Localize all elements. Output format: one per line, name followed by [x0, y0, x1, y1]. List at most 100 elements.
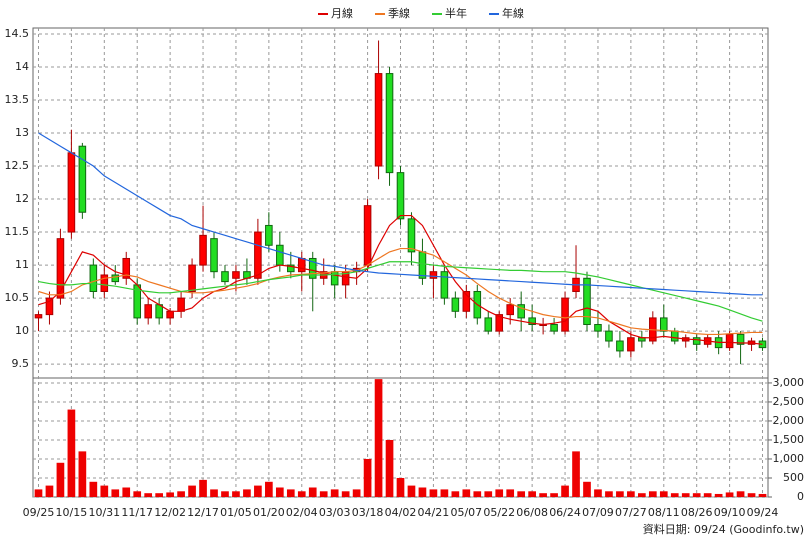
candle-body [122, 257, 131, 279]
x-tick-label: 05/22 [483, 506, 515, 519]
volume-bar [528, 491, 536, 497]
volume-bar [484, 491, 493, 497]
x-tick-label: 10/31 [88, 506, 120, 519]
candle-body [736, 333, 745, 345]
candle-body [627, 337, 635, 352]
volume-bar [352, 489, 361, 497]
volume-bar [308, 487, 317, 497]
x-tick-label: 05/07 [450, 506, 482, 519]
x-tick-label: 08/26 [681, 506, 713, 519]
candle-body [100, 274, 109, 292]
x-tick-label: 11/17 [121, 506, 153, 519]
x-tick-label: 03/18 [352, 506, 384, 519]
candle-body [56, 238, 65, 299]
candle-body [67, 152, 76, 233]
candle-body [89, 264, 98, 292]
x-tick-label: 12/17 [187, 506, 219, 519]
ma-line [38, 132, 763, 296]
volume-bar [243, 489, 251, 497]
volume-bar [155, 493, 163, 497]
x-tick-label: 04/21 [418, 506, 450, 519]
candle-body [561, 297, 569, 332]
y2-tick-label: 1,000 [773, 452, 805, 465]
y-tick-label: 12.5 [5, 159, 30, 172]
x-tick-label: 03/03 [319, 506, 351, 519]
y-tick-label: 12 [15, 192, 29, 205]
y2-tick-label: 2,000 [773, 414, 805, 427]
candle-body [418, 251, 427, 279]
candle-body [385, 73, 394, 174]
candle-body [659, 317, 668, 332]
candle-body [177, 297, 185, 312]
volume-bar [561, 485, 569, 497]
ma-line [38, 261, 763, 322]
candle-body [484, 317, 493, 332]
y2-tick-label: 2,500 [773, 395, 805, 408]
volume-bar [89, 481, 98, 497]
legend-label: 季線 [388, 6, 410, 20]
candle-body [297, 257, 306, 273]
x-tick-label: 07/27 [615, 506, 647, 519]
volume-bar [341, 491, 350, 497]
candle-body [407, 218, 416, 253]
candle-body [287, 264, 295, 273]
volume-bar [670, 493, 679, 497]
y-tick-label: 9.5 [12, 357, 30, 370]
volume-bar [363, 458, 372, 497]
x-tick-label: 09/24 [747, 506, 779, 519]
volume-bar [122, 487, 131, 497]
volume-bar [133, 491, 142, 497]
x-tick-label: 01/05 [220, 506, 252, 519]
candle-body [144, 304, 152, 319]
volume-bar [638, 493, 646, 497]
volume-bar [758, 493, 767, 497]
candle-body [616, 340, 624, 352]
candle-body [199, 234, 207, 266]
candle-body [34, 314, 43, 319]
y-tick-label: 11.5 [5, 225, 30, 238]
volume-bar [67, 409, 76, 497]
legend-label: 半年 [445, 6, 467, 20]
volume-bar [286, 489, 295, 497]
volume-bar [451, 491, 460, 497]
x-tick-label: 09/10 [714, 506, 746, 519]
ma-line [38, 247, 763, 336]
candle-body [594, 324, 602, 332]
candle-body [583, 277, 591, 326]
x-tick-label: 07/09 [582, 506, 614, 519]
volume-bar [692, 493, 701, 497]
y-tick-label: 13 [15, 126, 29, 139]
candle-body [45, 297, 54, 316]
x-tick-label: 02/04 [286, 506, 318, 519]
volume-bar [495, 489, 504, 497]
volume-bar [330, 489, 339, 497]
volume-bar [374, 379, 383, 497]
volume-bar [265, 481, 273, 497]
candle-body [605, 330, 613, 342]
volume-bar [100, 485, 109, 497]
volume-bar [517, 491, 526, 497]
volume-bar [462, 489, 471, 497]
candle-body [166, 310, 174, 319]
volume-bar [648, 491, 657, 497]
volume-bar [703, 493, 712, 497]
candle-body [670, 330, 679, 342]
volume-bar [616, 491, 624, 497]
volume-bar [199, 479, 207, 497]
y-tick-label: 13.5 [5, 93, 30, 106]
candle-body [232, 271, 240, 279]
y2-tick-label: 0 [797, 490, 804, 503]
volume-bar [34, 489, 43, 497]
volume-bar [736, 491, 745, 497]
candle-body [451, 297, 460, 312]
volume-bar [221, 491, 229, 497]
volume-bar [385, 439, 394, 497]
candle-body [692, 337, 701, 345]
ma-line [38, 214, 763, 345]
candle-body [528, 317, 536, 326]
candle-body [462, 290, 471, 312]
x-tick-label: 01/20 [253, 506, 285, 519]
x-tick-label: 06/24 [549, 506, 581, 519]
volume-bar [605, 491, 613, 497]
